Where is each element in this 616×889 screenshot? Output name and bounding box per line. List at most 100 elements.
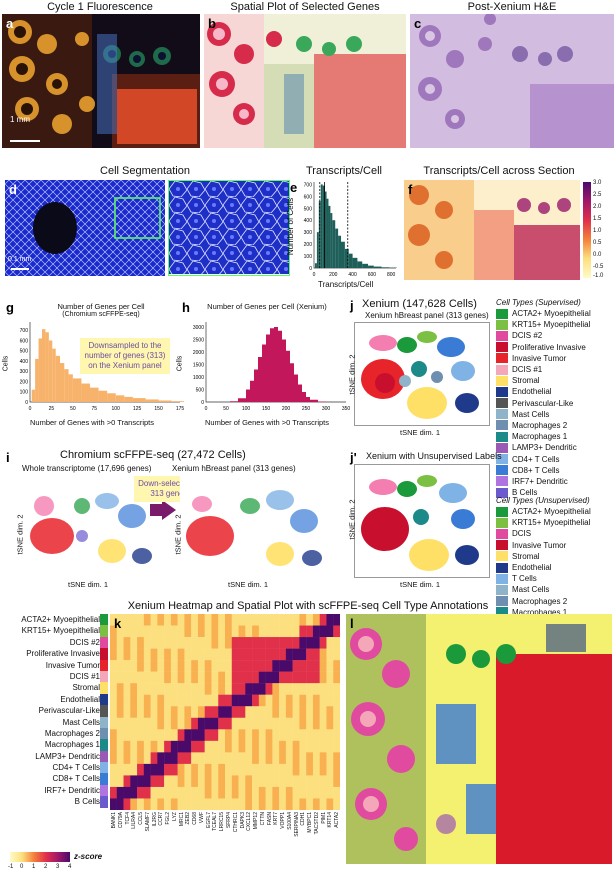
heatmap-cell bbox=[231, 775, 239, 788]
heatmap-cell bbox=[170, 637, 178, 649]
zscore-label: z-score bbox=[74, 852, 103, 861]
heatmap-cell bbox=[110, 648, 117, 661]
histogram-bar bbox=[298, 384, 302, 402]
heatmap-cell bbox=[130, 729, 138, 742]
heatmap-cell bbox=[123, 775, 131, 788]
heatmap-cell bbox=[285, 763, 293, 776]
heatmap-cell bbox=[211, 614, 219, 626]
heatmap-cell bbox=[252, 614, 260, 626]
panel-d-scalebar-label: 0.1 mm bbox=[8, 256, 32, 263]
heatmap-cell bbox=[231, 637, 239, 649]
heatmap-cell bbox=[110, 614, 117, 626]
histogram-bar bbox=[322, 185, 325, 268]
legend-supervised-swatch bbox=[496, 487, 508, 498]
panel-g-subtitle: (Chromium scFFPE-seq) bbox=[62, 311, 140, 318]
histogram-bar bbox=[45, 332, 49, 402]
x-tick-label: 350 bbox=[342, 406, 350, 412]
heatmap-cell bbox=[245, 694, 253, 707]
heatmap-cell bbox=[292, 729, 300, 742]
legend-unsupervised-item-label: Invasive Tumor bbox=[512, 540, 567, 550]
heatmap-gene-label: DAPK3 bbox=[239, 812, 246, 829]
heatmap-cell bbox=[197, 625, 205, 638]
heatmap-cell bbox=[333, 763, 341, 776]
heatmap-cell bbox=[184, 740, 192, 753]
heatmap-row-label: Perivascular-Like bbox=[38, 706, 100, 716]
heatmap-cell bbox=[326, 729, 334, 742]
heatmap-cell bbox=[116, 648, 124, 661]
panel-j2-ylabel: tSNE dim. 2 bbox=[347, 499, 357, 540]
legend-supervised-item: CD8+ T Cells bbox=[496, 465, 616, 476]
heatmap-cell bbox=[204, 786, 212, 799]
legend-supervised-item-label: IRF7+ Dendritic bbox=[512, 476, 568, 486]
heatmap-cell bbox=[245, 763, 253, 776]
heatmap-cell bbox=[265, 786, 273, 799]
heatmap-cell bbox=[299, 775, 307, 788]
legend-supervised-item-label: Endothelial bbox=[512, 387, 552, 397]
heatmap-cell bbox=[116, 614, 124, 626]
heatmap-cell bbox=[279, 798, 287, 811]
heatmap-gene-label: PIM1 bbox=[320, 812, 327, 824]
heatmap-cell bbox=[319, 729, 327, 742]
heatmap-cell bbox=[130, 671, 138, 684]
heatmap-cell bbox=[177, 717, 185, 730]
heatmap-gene-label: SFRP4 bbox=[226, 812, 232, 829]
heatmap-cell bbox=[238, 683, 246, 695]
y-tick-label: 1500 bbox=[193, 363, 204, 369]
heatmap-cell bbox=[137, 775, 145, 788]
heatmap-cell bbox=[177, 671, 185, 684]
heatmap-cell bbox=[252, 637, 260, 649]
heatmap-cell bbox=[272, 671, 280, 684]
heatmap-cell bbox=[312, 763, 320, 776]
heatmap-cell bbox=[225, 694, 232, 707]
legend-supervised-swatch bbox=[496, 319, 508, 330]
heatmap-cell bbox=[110, 740, 117, 753]
x-tick-label: 150 bbox=[262, 406, 271, 412]
heatmap-cell bbox=[258, 729, 266, 742]
heatmap-cell bbox=[191, 706, 199, 718]
heatmap-cell bbox=[143, 671, 151, 684]
heatmap-row-color bbox=[100, 796, 108, 808]
histogram-bar bbox=[332, 220, 336, 268]
x-tick-label: 200 bbox=[282, 406, 291, 412]
panel-a-title: Cycle 1 Fluorescence bbox=[47, 1, 153, 13]
y-tick-label: 500 bbox=[196, 388, 205, 394]
panel-a-fluorescence-image bbox=[2, 14, 200, 148]
heatmap-row-labels: ACTA2+ Myoepithelial KRT15+ Myoepithelial… bbox=[0, 614, 100, 808]
heatmap-cell bbox=[319, 706, 327, 718]
heatmap-cell bbox=[319, 694, 327, 707]
heatmap-cell bbox=[279, 763, 287, 776]
histogram-bar bbox=[320, 184, 323, 268]
x-tick-label: 250 bbox=[302, 406, 311, 412]
legend-unsupervised-item-label: Mast Cells bbox=[512, 585, 550, 595]
heatmap-cell bbox=[204, 740, 212, 753]
heatmap-cell bbox=[123, 694, 131, 707]
legend-unsupervised-item-label: DCIS bbox=[512, 529, 532, 539]
heatmap-cell bbox=[252, 729, 260, 742]
y-tick-label: 2000 bbox=[193, 350, 204, 356]
heatmap-cell bbox=[110, 763, 117, 776]
heatmap-cell bbox=[157, 786, 165, 799]
heatmap-cell bbox=[164, 683, 172, 695]
heatmap-cell bbox=[326, 694, 334, 707]
heatmap-cell bbox=[225, 786, 232, 799]
heatmap-cell bbox=[150, 752, 158, 765]
panel-f-label: f bbox=[408, 182, 413, 197]
panel-i-arrow bbox=[162, 500, 176, 520]
heatmap-cell bbox=[299, 648, 307, 661]
heatmap-cell bbox=[231, 614, 239, 626]
heatmap-cell bbox=[258, 786, 266, 799]
heatmap-cell bbox=[157, 740, 165, 753]
panel-g-svg: 0 25 50 75 100 125 150 175 0 100 200 300 400 500 600 70… bbox=[20, 322, 184, 412]
panel-a-scalebar-label: 1 mm bbox=[10, 115, 30, 124]
legend-supervised-item-label: CD8+ T Cells bbox=[512, 465, 560, 475]
heatmap-cell bbox=[265, 740, 273, 753]
heatmap-cell bbox=[164, 740, 172, 753]
heatmap-row-color bbox=[100, 716, 108, 728]
heatmap-cell bbox=[130, 752, 138, 765]
heatmap-cell bbox=[326, 752, 334, 765]
heatmap-row-label: Proliferative Invasive bbox=[26, 649, 100, 659]
heatmap-cell bbox=[123, 786, 131, 799]
heatmap-row-color bbox=[100, 693, 108, 706]
heatmap-row-label: Endothelial bbox=[60, 694, 100, 704]
heatmap-cell bbox=[312, 798, 320, 811]
